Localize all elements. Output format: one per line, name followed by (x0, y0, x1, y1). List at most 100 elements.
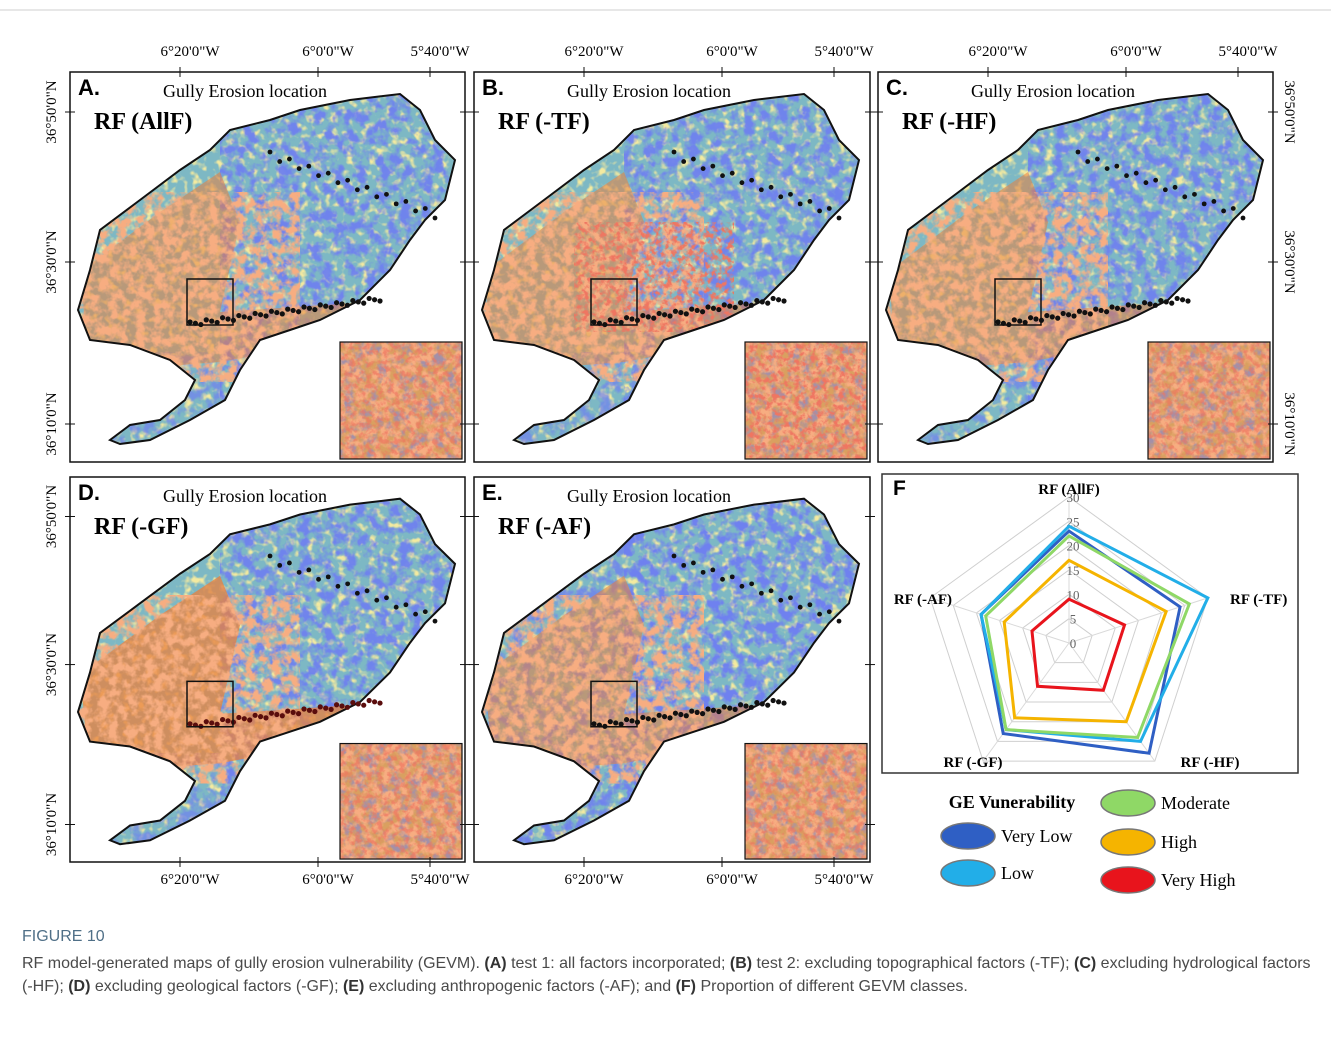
gully-point (711, 708, 716, 713)
gully-point (297, 570, 302, 575)
gully-point (296, 309, 301, 314)
gully-point (651, 717, 656, 722)
radar-chart: F051015202530RF (AllF)RF (-TF)RF (-HF)RF… (882, 474, 1298, 773)
gully-point (738, 300, 743, 305)
gully-point (372, 699, 377, 704)
gully-point (220, 315, 225, 320)
panel-title: Gully Erosion location (971, 81, 1135, 101)
gully-point (837, 619, 842, 624)
gully-point (1169, 301, 1174, 306)
gully-point (807, 602, 812, 607)
gully-point (769, 185, 774, 190)
gully-point (733, 707, 738, 712)
longitude-label: 5°40'0"W (1219, 44, 1279, 60)
gully-point (1164, 299, 1169, 304)
gully-point (225, 718, 230, 723)
caption-part: RF model-generated maps of gully erosion… (22, 955, 484, 972)
gully-point (258, 714, 263, 719)
gully-point (236, 715, 241, 720)
gully-point (689, 307, 694, 312)
gully-point (258, 312, 263, 317)
gully-point (662, 714, 667, 719)
gully-point (640, 313, 645, 318)
gully-point (326, 171, 331, 176)
legend-label: Low (1001, 863, 1034, 883)
gully-point (608, 317, 613, 322)
gully-point (296, 711, 301, 716)
gully-point (334, 300, 339, 305)
gully-point (367, 296, 372, 301)
legend-swatch (1101, 829, 1155, 855)
legend-label: High (1161, 832, 1197, 852)
caption-text: RF model-generated maps of gully erosion… (22, 952, 1312, 998)
gully-point (1109, 304, 1114, 309)
gully-point (730, 574, 735, 579)
gully-point (749, 178, 754, 183)
gully-point (776, 699, 781, 704)
gully-point (716, 307, 721, 312)
gully-point (263, 715, 268, 720)
gully-point (776, 297, 781, 302)
axis-category-label: RF (-HF) (1180, 755, 1239, 771)
gully-point (759, 591, 764, 596)
gully-point (280, 713, 285, 718)
gully-point (1114, 164, 1119, 169)
gully-point (1105, 166, 1110, 171)
gully-point (377, 298, 382, 303)
gully-point (798, 201, 803, 206)
gully-point (1023, 320, 1028, 325)
gully-point (301, 304, 306, 309)
gully-point (754, 700, 759, 705)
gully-point (672, 554, 677, 559)
gully-point (1120, 307, 1125, 312)
gully-point (798, 605, 803, 610)
gully-point (307, 306, 312, 311)
gully-point (329, 707, 334, 712)
gully-point (646, 314, 651, 319)
map-panel: D.Gully Erosion locationRF (-GF)6°20'0"W… (44, 477, 470, 888)
inset-raster (1148, 342, 1270, 459)
longitude-label: 6°0'0"W (1110, 44, 1162, 60)
gully-point (361, 703, 366, 708)
gully-point (672, 150, 677, 155)
gully-point (629, 316, 634, 321)
panel-model: RF (AllF) (94, 109, 192, 135)
inset-raster (745, 744, 867, 860)
gully-point (740, 180, 745, 185)
caption-label: FIGURE 10 (22, 925, 1312, 948)
gully-point (433, 619, 438, 624)
gully-point (316, 173, 321, 178)
gully-point (1028, 315, 1033, 320)
panel-letter: D. (78, 480, 100, 505)
gully-point (743, 301, 748, 306)
gully-point (691, 561, 696, 566)
panel-title: Gully Erosion location (567, 81, 731, 101)
gully-point (1088, 311, 1093, 316)
gully-point (374, 598, 379, 603)
caption-part: Proportion of different GEVM classes. (696, 978, 968, 995)
gully-point (394, 201, 399, 206)
gully-point (374, 194, 379, 199)
gully-point (318, 302, 323, 307)
longitude-label: 6°20'0"W (161, 44, 221, 60)
gully-point (760, 299, 765, 304)
gully-point (1044, 313, 1049, 318)
gully-point (640, 715, 645, 720)
gully-point (705, 304, 710, 309)
panel-letter: A. (78, 75, 100, 100)
latitude-label: 36°50'0"N (1281, 80, 1297, 143)
gully-point (334, 702, 339, 707)
caption-part: excluding geological factors (-GF); (90, 978, 343, 995)
axis-category-label: RF (AllF) (1038, 482, 1100, 498)
gully-point (591, 319, 596, 324)
legend-swatch (1101, 790, 1155, 816)
longitude-label: 6°0'0"W (706, 872, 758, 888)
gully-point (771, 698, 776, 703)
gully-point (1231, 206, 1236, 211)
gully-point (738, 702, 743, 707)
gully-point (1192, 192, 1197, 197)
gully-point (345, 303, 350, 308)
panel-title: Gully Erosion location (163, 486, 327, 506)
gully-point (667, 715, 672, 720)
gully-point (355, 591, 360, 596)
